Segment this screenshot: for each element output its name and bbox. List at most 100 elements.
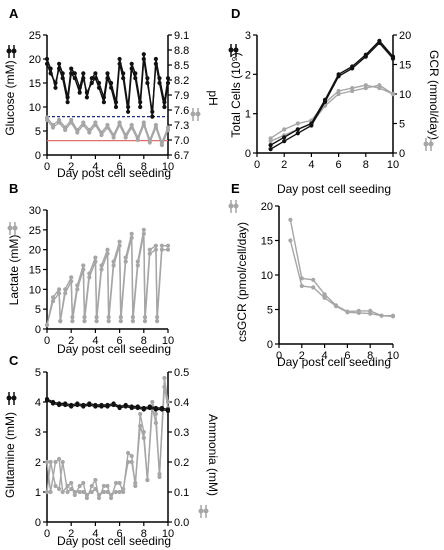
panel-e-y-tick-label-left: 0 — [267, 339, 273, 351]
panel-c-x-tick-label: 8 — [141, 528, 147, 540]
panel-c-series-3-point — [72, 492, 77, 498]
panel-b-x-tick-label: 4 — [92, 335, 98, 347]
panel-a-series-2-point — [44, 61, 50, 66]
panel-b-series-1-point — [165, 243, 171, 248]
panel-b-series-2-point — [142, 319, 148, 324]
panel-d-y-tick-label-right: 5 — [399, 119, 405, 131]
panel-a-x-tick-label: 4 — [92, 161, 98, 173]
panel-a-xlabel: Day post cell seeding — [57, 166, 171, 180]
panel-a-series-2-point — [145, 80, 150, 86]
panel-e-series-2-point — [368, 311, 373, 316]
panel-e-series-2-point — [288, 238, 293, 243]
panel-c-series-3-point — [126, 450, 131, 456]
panel-c-series-4-point — [126, 459, 131, 465]
panel-c-series-3-point — [84, 495, 89, 501]
panel-a-ylabel-right: pH — [206, 90, 220, 105]
panel-b-series-2-point — [118, 319, 123, 324]
panel-d-series-3-point — [363, 86, 368, 91]
panel-a-series-4-point — [153, 125, 158, 130]
panel-b-series-2-point — [135, 263, 140, 268]
panel-c-series-4-point — [133, 480, 138, 486]
panel-d-series-3-point — [268, 139, 273, 144]
panel-a-y-tick-label-left: 0 — [35, 150, 41, 162]
panel-c-series-4-point — [77, 489, 82, 495]
panel-c-series-3-point — [117, 480, 122, 486]
panel-a-legend-black — [6, 45, 17, 58]
panel-c-series-3-point — [162, 375, 167, 381]
panel-b-x-tick-label: 8 — [141, 335, 147, 347]
panel-b-series-2-point — [117, 243, 122, 248]
panel-b-series-1-point — [153, 243, 158, 248]
panel-c-x-tick-label: 10 — [162, 528, 174, 540]
panel-c-x-tick-label: 4 — [92, 528, 98, 540]
panel-a-series-4-point — [165, 127, 171, 133]
panel-b-series-2-line — [46, 233, 168, 326]
panel-b-x-tick-label: 6 — [117, 335, 123, 347]
panel-c-series-3-point — [81, 480, 86, 486]
panel-d-series-4-point — [363, 83, 368, 88]
panel-d-x-tick-label: 6 — [336, 159, 342, 171]
panel-b-x-tick-label: 2 — [68, 335, 74, 347]
panel-letter-c: C — [9, 353, 19, 368]
panel-a-y-tick-label-right: 8.8 — [174, 45, 189, 57]
panel-c-y-tick-label-right: 0.1 — [174, 487, 189, 499]
panel-e-series-1-point — [311, 277, 316, 282]
panel-c-series-3-point — [157, 474, 162, 480]
panel-d-series-4-point — [282, 127, 287, 132]
panel-a-series-1-point — [44, 56, 50, 62]
panel-a-series-1-point — [150, 114, 155, 119]
panel-a-y-tick-label-right: 8.5 — [174, 60, 189, 72]
panel-a-y-tick-label-left: 10 — [29, 102, 41, 114]
panel-letter-b: B — [9, 181, 18, 196]
panel-d-series-3-point — [377, 83, 382, 88]
panel-c-series-4-point — [57, 486, 62, 492]
panel-a-series-1-point — [141, 52, 146, 57]
panel-d-y-tick-label-right: 10 — [399, 89, 411, 101]
panel-e-ylabel: csGCR (pmol/cell/day) — [235, 222, 249, 342]
panel-a-x-tick-label: 10 — [162, 161, 174, 173]
panel-d-y-tick-label-left: 3 — [245, 30, 251, 42]
panel-a-series-4-point — [69, 120, 74, 125]
panel-a-series-1-point — [165, 76, 171, 81]
panel-b-series-2-point — [130, 319, 135, 324]
panel-d-series-4-point — [268, 136, 273, 141]
panel-c-series-2-point — [50, 401, 56, 406]
panel-a-series-2-point — [133, 76, 138, 81]
panel-a-series-1-point — [57, 61, 62, 66]
panel-c: C Day post cell seeding Glutamine (mM) A… — [3, 353, 220, 548]
panel-a-series-2-point — [89, 80, 94, 86]
panel-b-series-1-point — [81, 263, 86, 268]
panel-a-ylabel-left: Glucose (mM) — [3, 60, 17, 135]
panel-c-series-4-point — [113, 489, 119, 495]
panel-d-legend-grey — [423, 138, 434, 151]
panel-d-series-4-point — [377, 86, 382, 91]
panel-d-x-tick-label: 10 — [387, 159, 399, 171]
panel-c-series-3-point — [69, 480, 74, 486]
panel-c-series-3-point — [138, 411, 143, 417]
panel-a-series-4-point — [75, 130, 80, 135]
panel-c-series-3-point — [101, 483, 106, 489]
panel-c-y-tick-label-left: 4 — [35, 397, 41, 409]
panel-d-series-2-point — [282, 135, 287, 140]
panel-d-y-tick-label-right: 0 — [399, 148, 405, 160]
panel-c-series-3-point — [77, 483, 82, 489]
panel-a-series-2-point — [101, 100, 106, 105]
panel-a-series-2-point — [126, 109, 131, 114]
panel-a-series-2-point — [69, 71, 74, 76]
panel-a-series-2-point — [162, 104, 167, 110]
panel-c-series-3-point — [60, 489, 65, 495]
panel-c-y-tick-label-left: 1 — [35, 487, 41, 499]
panel-d: D Day post cell seeding Total Cells (10⁹… — [228, 6, 441, 196]
panel-a: A Day post cell seeding Glucose (mM) pH … — [3, 6, 220, 180]
panel-a-y-tick-label-left: 5 — [35, 126, 41, 138]
panel-d-legend-black — [228, 44, 239, 57]
panel-a-series-2-point — [121, 76, 126, 81]
panel-b-series-2-point — [57, 291, 62, 296]
panel-d-series-2-point — [322, 97, 328, 102]
panel-a-plot: 0 2 4 6 8 10 0 5 10 15 20 25 6.7 7.0 7.3 7.6 7.9 8.2 8.5 8.… — [29, 30, 190, 173]
panel-d-series-2-point — [309, 121, 314, 126]
panel-a-y-tick-label-left: 25 — [29, 30, 41, 42]
panel-c-series-4-point — [101, 489, 106, 495]
panel-c-series-4-point — [145, 477, 150, 483]
